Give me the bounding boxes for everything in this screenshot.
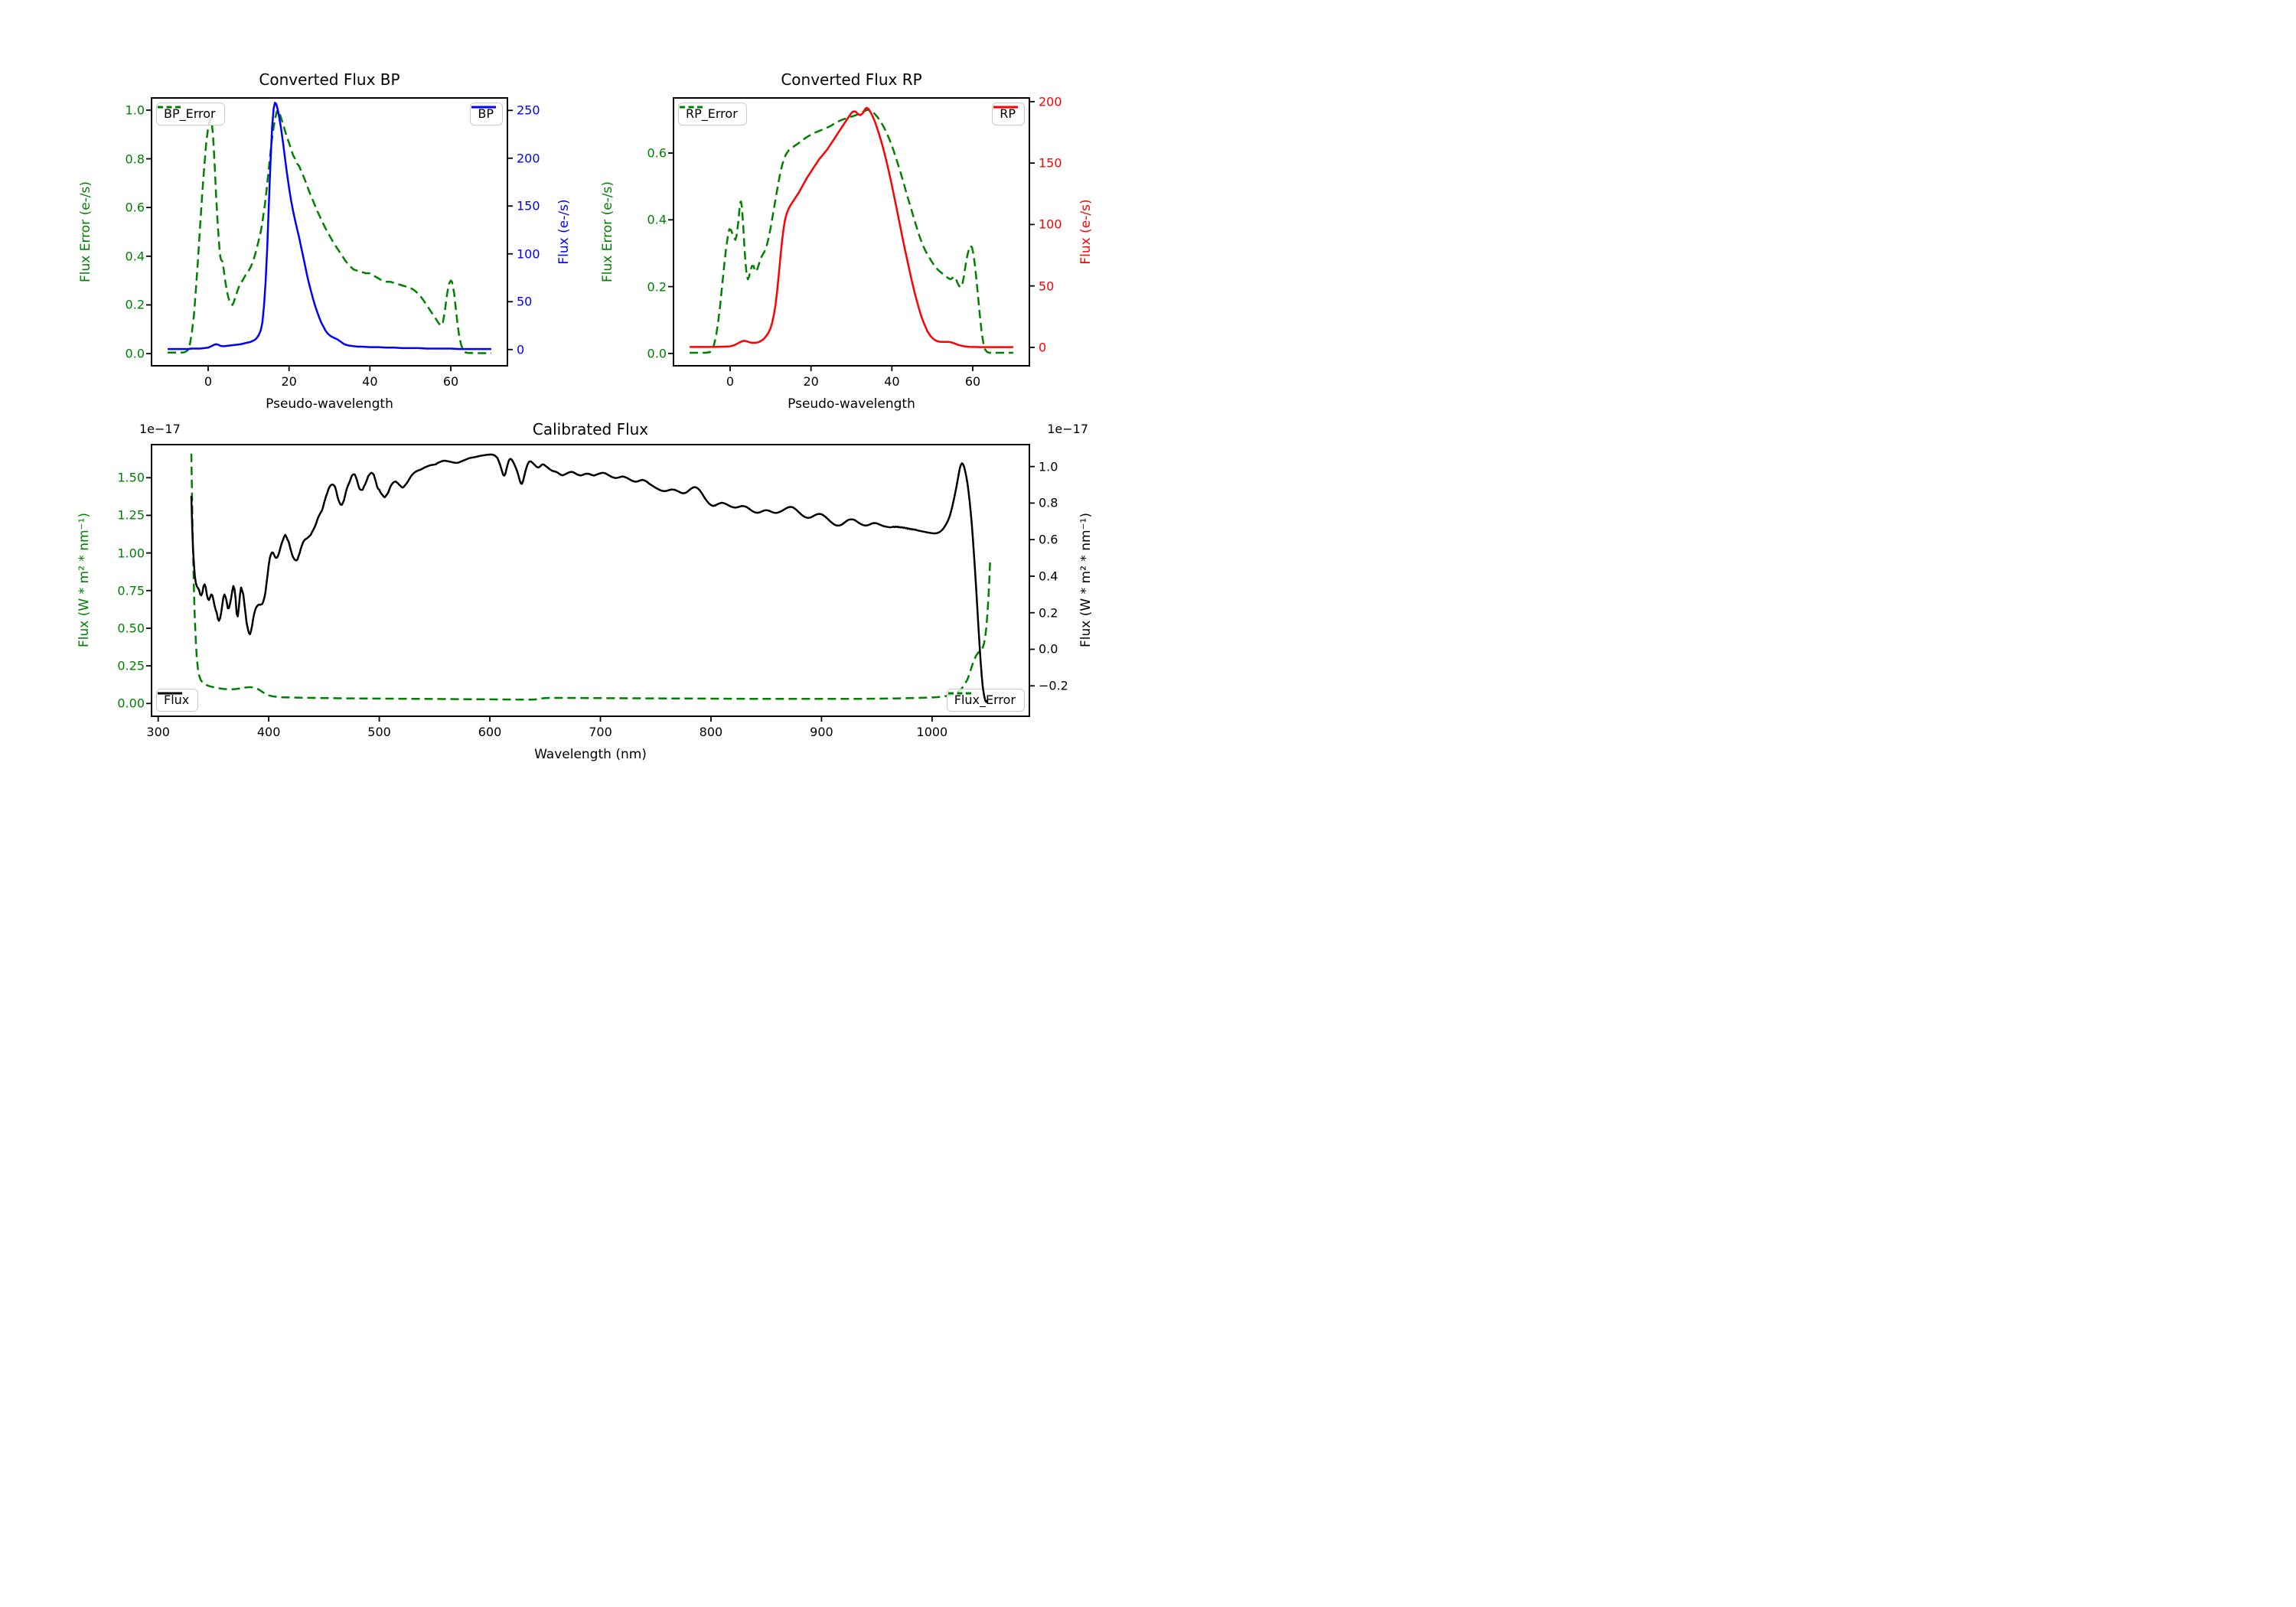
curve-flux_error (190, 453, 991, 701)
plot-frame-cal (151, 444, 1030, 717)
plot-frame-rp (673, 97, 1030, 367)
curve-rp_error (690, 109, 1013, 354)
curve-bp (168, 102, 491, 350)
curve-rp (690, 106, 1013, 348)
chart-base-layer (146, 97, 1035, 722)
figure-canvas: BP_Error RP_Error Flux_Error BP RP Flux Conv… (0, 0, 1148, 804)
curve-flux (190, 453, 989, 703)
curve-bp_error (168, 109, 491, 354)
plot-frame-bp (151, 97, 508, 367)
chart-flux-layer (168, 102, 1013, 703)
